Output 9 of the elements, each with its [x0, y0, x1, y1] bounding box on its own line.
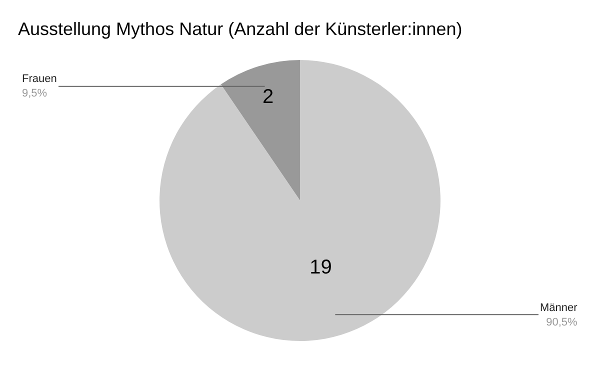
pie-slice — [160, 60, 440, 341]
text: 9,5% — [22, 87, 48, 100]
text: 90,5% — [546, 316, 578, 328]
slice-label: Männer — [540, 302, 578, 314]
chart-title: Ausstellung Mythos Natur (Anzahl der Künsterler:innen) — [18, 18, 462, 39]
data-label: 2 — [262, 86, 274, 108]
pie-slice — [220, 60, 300, 200]
slice-label: Frauen — [22, 73, 57, 85]
data-label: 19 — [310, 256, 332, 279]
